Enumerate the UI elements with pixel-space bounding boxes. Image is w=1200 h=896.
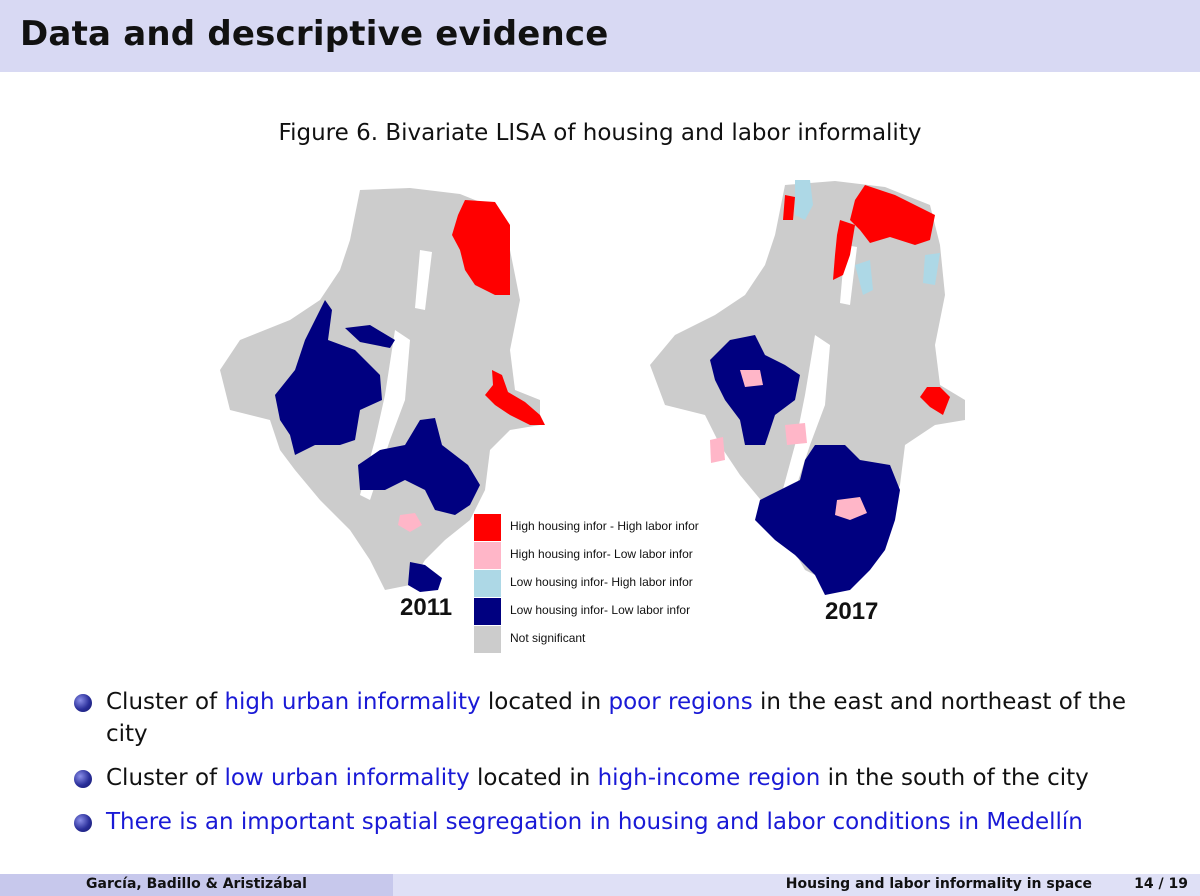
map-2017-svg [650, 180, 965, 595]
legend-label: Low housing infor- Low labor infor [510, 603, 691, 617]
map-2011-year: 2011 [400, 594, 453, 621]
map-2011-pink-cluster [398, 513, 422, 532]
slide-title: Data and descriptive evidence [20, 14, 609, 54]
map-2017-red-cluster [783, 195, 795, 220]
map-2017-lightblue-cluster [795, 180, 813, 220]
legend-swatch-low-high [474, 570, 501, 597]
footer-authors: García, Badillo & Aristizábal [86, 876, 307, 892]
map-2011-navy-cluster [408, 562, 442, 592]
bullet-text: located in [480, 689, 609, 715]
map-2011-navy-cluster [345, 325, 395, 348]
bullet-text: Cluster of [106, 689, 225, 715]
map-2017-pink-cluster [710, 437, 725, 463]
legend-label: High housing infor- Low labor infor [510, 547, 693, 561]
legend-item: Not significant [474, 624, 734, 653]
footer-right: Housing and labor informality in space 1… [393, 874, 1200, 896]
bullet-item: There is an important spatial segregatio… [70, 806, 1170, 838]
map-2017-year: 2017 [825, 598, 879, 625]
bullet-text: in the east and northeast of the city [106, 689, 1126, 747]
legend-item: Low housing infor- High labor infor [474, 568, 734, 597]
map-2011-red-cluster [452, 200, 510, 295]
map-2017-lightblue-cluster [923, 253, 940, 285]
legend-swatch-high-low [474, 542, 501, 569]
footer-left: García, Badillo & Aristizábal [0, 874, 393, 896]
map-2011: 2011 [210, 180, 560, 621]
legend-swatch-high-high [474, 514, 501, 541]
legend-label: High housing infor - High labor infor [510, 519, 699, 533]
bullet-highlight: There is an important spatial segregatio… [106, 809, 1083, 835]
map-2017-pink-cluster [835, 497, 867, 520]
bullet-highlight: low urban informality [224, 765, 470, 791]
legend-item: High housing infor - High labor infor [474, 512, 734, 541]
legend-label: Low housing infor- High labor infor [510, 575, 693, 589]
bullet-highlight: poor regions [608, 689, 753, 715]
map-2017-red-cluster [920, 387, 950, 415]
bullet-text: in the south of the city [820, 765, 1089, 791]
bullet-dot-icon [74, 770, 92, 788]
map-2011-gap [415, 250, 432, 310]
map-2017-navy-cluster [755, 445, 900, 595]
bullet-list: Cluster of high urban informality locate… [70, 686, 1170, 850]
footer-page-number: 14 / 19 [1134, 876, 1188, 892]
legend-swatch-low-low [474, 598, 501, 625]
figure-caption: Figure 6. Bivariate LISA of housing and … [278, 120, 922, 146]
bullet-highlight: high urban informality [224, 689, 481, 715]
map-2017-lightblue-cluster [855, 260, 873, 295]
map-2017: 2017 [645, 175, 975, 625]
bullet-highlight: high-income region [597, 765, 821, 791]
map-2011-navy-cluster [358, 418, 480, 515]
bullet-text: Cluster of [106, 765, 225, 791]
bullet-item: Cluster of high urban informality locate… [70, 686, 1170, 750]
map-legend: High housing infor - High labor infor Hi… [474, 512, 734, 653]
footer-short-title: Housing and labor informality in space [785, 876, 1092, 892]
map-2017-navy-cluster [710, 335, 800, 445]
legend-item: Low housing infor- Low labor infor [474, 596, 734, 625]
map-2017-gap [780, 335, 830, 505]
legend-label: Not significant [510, 631, 586, 645]
map-2011-svg [220, 188, 545, 592]
map-2011-red-cluster [485, 370, 545, 425]
legend-swatch-not-significant [474, 626, 501, 653]
bullet-dot-icon [74, 694, 92, 712]
bullet-item: Cluster of low urban informality located… [70, 762, 1170, 794]
bullet-text: located in [469, 765, 598, 791]
bullet-dot-icon [74, 814, 92, 832]
map-2011-navy-cluster [275, 300, 382, 455]
map-2017-red-cluster [833, 220, 855, 280]
slide-header: Data and descriptive evidence [0, 0, 1200, 72]
legend-item: High housing infor- Low labor infor [474, 540, 734, 569]
map-2017-pink-cluster [785, 423, 807, 445]
map-2017-pink-cluster [740, 370, 763, 387]
map-2017-red-cluster [850, 185, 935, 245]
